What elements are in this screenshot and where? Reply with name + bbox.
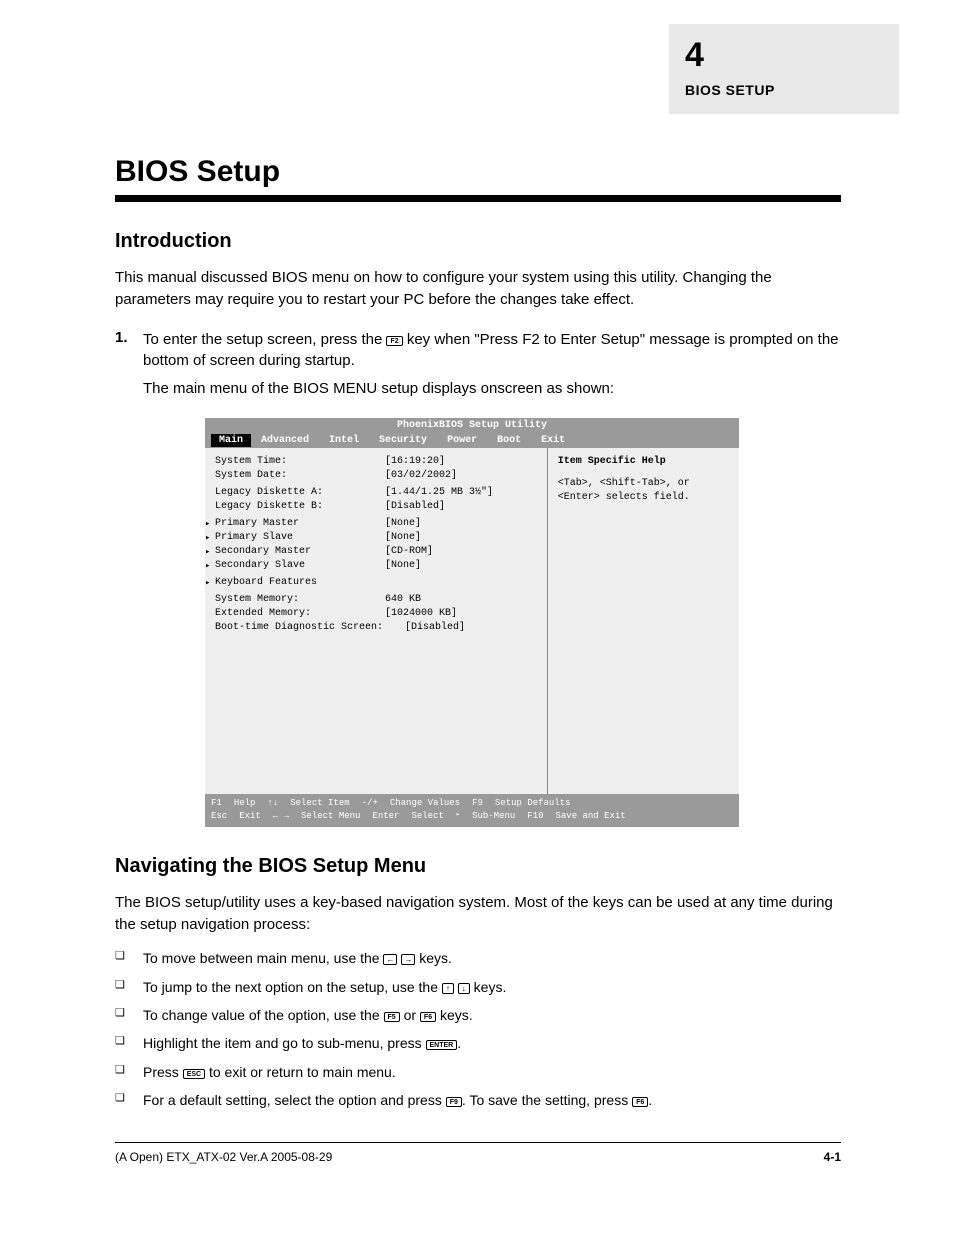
- bios-menu-intel: Intel: [319, 434, 369, 447]
- nav-list: To move between main menu, use the ← → k…: [115, 947, 841, 1111]
- triangle-right-icon: ▸: [456, 810, 460, 824]
- bios-menu-bar: Main Advanced Intel Security Power Boot …: [205, 433, 739, 448]
- title-rule: [115, 195, 841, 202]
- chapter-label: BIOS SETUP: [685, 82, 883, 98]
- bios-help-title: Item Specific Help: [558, 456, 729, 467]
- f9-key-icon: F9: [446, 1097, 462, 1107]
- down-arrow-icon: ↓: [458, 983, 470, 994]
- f6-key-icon: F6: [420, 1012, 436, 1022]
- nav-heading: Navigating the BIOS Setup Menu: [115, 855, 841, 878]
- enter-key-icon: ENTER: [426, 1040, 458, 1050]
- list-item: Highlight the item and go to sub-menu, p…: [115, 1032, 841, 1054]
- bios-footer: F1 Help ↑↓ Select Item -/+ Change Values…: [205, 794, 739, 827]
- up-arrow-icon: ↑: [442, 983, 454, 994]
- bios-menu-advanced: Advanced: [251, 434, 319, 447]
- list-item: To move between main menu, use the ← → k…: [115, 947, 841, 969]
- footer-right: 4-1: [824, 1150, 841, 1164]
- page-title: BIOS Setup: [115, 155, 841, 189]
- chapter-tab: 4 BIOS SETUP: [669, 24, 899, 114]
- nav-intro: The BIOS setup/utility uses a key-based …: [115, 892, 841, 936]
- bios-menu-main: Main: [211, 434, 251, 447]
- chevron-right-icon: ▸: [205, 578, 210, 588]
- f2-key-icon: F2: [386, 336, 402, 346]
- footer-rule: [115, 1142, 841, 1143]
- bios-left-panel: System Time:[16:19:20] System Date:[03/0…: [205, 448, 547, 794]
- chevron-right-icon: ▸: [205, 519, 210, 529]
- list-item: To jump to the next option on the setup,…: [115, 976, 841, 998]
- chevron-right-icon: ▸: [205, 561, 210, 571]
- list-item: For a default setting, select the option…: [115, 1089, 841, 1111]
- left-arrow-icon: ←: [383, 954, 397, 965]
- bios-menu-exit: Exit: [531, 434, 575, 447]
- step-text: To enter the setup screen, press the F2 …: [143, 329, 841, 373]
- bios-menu-boot: Boot: [487, 434, 531, 447]
- chevron-right-icon: ▸: [205, 533, 210, 543]
- step-number: 1.: [115, 329, 143, 373]
- bios-help-text: <Tab>, <Shift-Tab>, or <Enter> selects f…: [558, 477, 729, 505]
- list-item: Press ESC to exit or return to main menu…: [115, 1061, 841, 1083]
- intro-text: This manual discussed BIOS menu on how t…: [115, 267, 841, 311]
- esc-key-icon: ESC: [183, 1069, 205, 1079]
- f6-key-icon: F6: [632, 1097, 648, 1107]
- list-item: To change value of the option, use the F…: [115, 1004, 841, 1026]
- bios-title-bar: PhoenixBIOS Setup Utility: [205, 418, 739, 433]
- bios-menu-power: Power: [437, 434, 487, 447]
- step-1: 1. To enter the setup screen, press the …: [115, 329, 841, 373]
- chevron-right-icon: ▸: [205, 547, 210, 557]
- bios-screenshot: PhoenixBIOS Setup Utility Main Advanced …: [205, 418, 739, 827]
- bios-menu-security: Security: [369, 434, 437, 447]
- bios-help-panel: Item Specific Help <Tab>, <Shift-Tab>, o…: [547, 448, 739, 794]
- step-after: The main menu of the BIOS MENU setup dis…: [143, 378, 841, 400]
- right-arrow-icon: →: [401, 954, 415, 965]
- f5-key-icon: F5: [384, 1012, 400, 1022]
- footer-left: (A Open) ETX_ATX-02 Ver.A 2005-08-29: [115, 1150, 332, 1164]
- intro-heading: Introduction: [115, 230, 841, 253]
- chapter-number: 4: [685, 38, 883, 72]
